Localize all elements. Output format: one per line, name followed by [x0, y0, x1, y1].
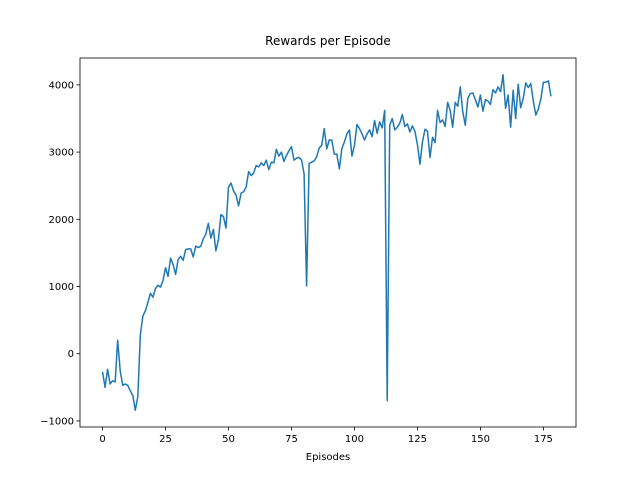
x-tick-label: 75 — [285, 434, 298, 445]
y-tick-label: 4000 — [49, 80, 74, 91]
x-tick-label: 175 — [534, 434, 553, 445]
x-tick-label: 125 — [408, 434, 427, 445]
x-tick-label: 150 — [471, 434, 490, 445]
x-tick-label: 100 — [345, 434, 364, 445]
y-tick-label: 2000 — [49, 215, 74, 226]
chart-title: Rewards per Episode — [265, 34, 391, 48]
axes-frame — [79, 57, 577, 428]
x-tick-label: 0 — [99, 434, 105, 445]
y-tick-label: 0 — [68, 349, 74, 360]
line-series — [101, 74, 552, 411]
x-tick-label: 25 — [159, 434, 172, 445]
x-axis-label: Episodes — [306, 452, 350, 463]
y-tick-label: 1000 — [49, 282, 74, 293]
y-tick-label: 3000 — [49, 148, 74, 159]
y-tick-label: −1000 — [40, 416, 74, 427]
x-tick-label: 50 — [222, 434, 235, 445]
